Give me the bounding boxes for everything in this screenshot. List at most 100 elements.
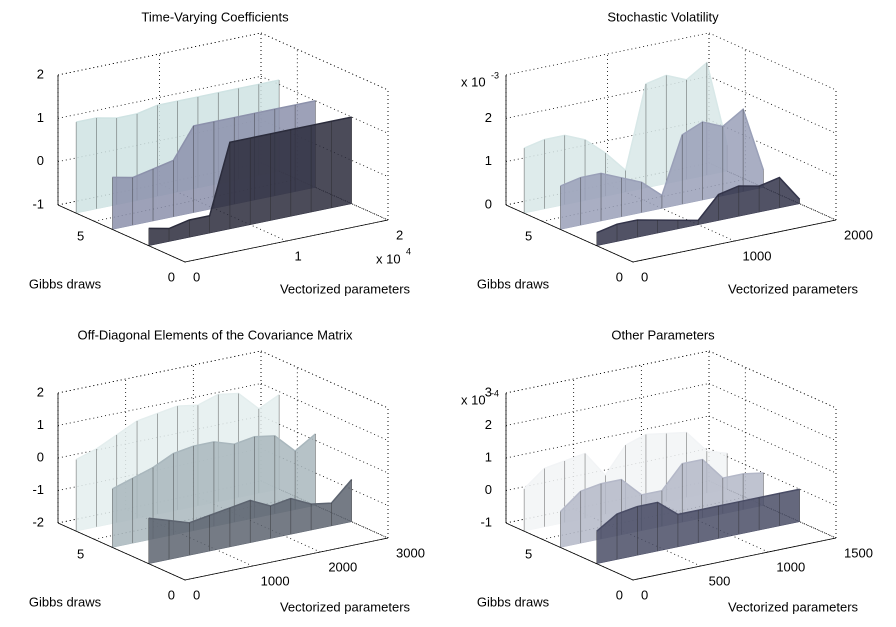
grid-line xyxy=(57,75,262,119)
x-exponent: x 10 xyxy=(376,251,401,266)
grid-line xyxy=(708,162,837,221)
z-tick-label: -1 xyxy=(480,514,492,529)
z-tick-label: 0 xyxy=(37,449,44,464)
y-axis xyxy=(505,522,634,581)
x-axis-label: Vectorized parameters xyxy=(728,281,859,296)
grid-line xyxy=(505,350,710,394)
z-tick-label: 0 xyxy=(485,196,492,211)
grid-line xyxy=(708,448,837,506)
y-axis xyxy=(57,204,186,263)
y-axis-label: Gibbs draws xyxy=(477,594,550,609)
z-tick-label: 3 xyxy=(485,384,492,399)
axis-box xyxy=(708,32,837,91)
chart-title: Time-Varying Coefficients xyxy=(141,9,289,24)
axis-box xyxy=(505,32,710,76)
z-tick-label: -1 xyxy=(32,482,44,497)
grid-line xyxy=(57,350,262,394)
grid-line xyxy=(260,350,389,409)
x-tick-label: 1500 xyxy=(844,545,873,560)
x-tick-label: 1 xyxy=(295,248,302,263)
row-baseline xyxy=(148,521,352,564)
z-tick-label: 0 xyxy=(37,153,44,168)
chart-title: Off-Diagonal Elements of the Covariance … xyxy=(77,327,353,342)
x-tick-label: 3000 xyxy=(396,545,425,560)
z-exponent: x 10 xyxy=(461,392,486,407)
grid-line xyxy=(57,383,262,426)
grid-line xyxy=(708,119,837,178)
y-tick-label: 0 xyxy=(168,587,175,602)
grid-line xyxy=(260,480,389,539)
surface-curtain xyxy=(560,109,764,230)
z-tick-label: 1 xyxy=(485,153,492,168)
x-tick-label: 2000 xyxy=(328,559,357,574)
x-axis-label: Vectorized parameters xyxy=(728,599,859,614)
z-tick-label: 2 xyxy=(485,110,492,125)
grid-line xyxy=(708,415,837,474)
z-tick-label: 2 xyxy=(37,66,44,81)
subplot: 0 1000 2000 0 5 0 1 2 Stochastic Volatility Vecto… xyxy=(461,9,873,296)
x-tick-label: 1000 xyxy=(743,248,772,263)
grid-line xyxy=(708,75,837,134)
subplot: 0 1000 2000 3000 0 5 -2 -1 0 1 2 Off-Diagonal Eleme… xyxy=(29,327,425,614)
y-tick-label: 5 xyxy=(77,229,84,244)
x-axis xyxy=(184,537,389,581)
grid-line xyxy=(708,480,837,539)
grid-line xyxy=(708,350,837,409)
z-exponent-power: -3 xyxy=(491,70,499,80)
z-tick-label: 1 xyxy=(37,110,44,125)
row-baseline xyxy=(596,203,800,246)
x-tick-label: 2000 xyxy=(844,227,873,242)
z-exponent-power: -4 xyxy=(491,388,499,398)
grid-line xyxy=(260,383,389,441)
z-tick-label: 1 xyxy=(485,449,492,464)
y-tick-label: 0 xyxy=(616,587,623,602)
y-tick-label: 0 xyxy=(616,269,623,284)
z-tick-label: 2 xyxy=(37,384,44,399)
x-tick-label: 2 xyxy=(396,227,403,242)
x-tick-label: 0 xyxy=(641,269,648,284)
y-axis-label: Gibbs draws xyxy=(29,276,102,291)
grid-line xyxy=(260,119,389,178)
x-tick-label: 1000 xyxy=(776,559,805,574)
x-axis-label: Vectorized parameters xyxy=(280,281,411,296)
x-tick-label: 0 xyxy=(193,269,200,284)
grid-line xyxy=(260,32,389,91)
z-tick-label: -2 xyxy=(32,514,44,529)
y-tick-label: 5 xyxy=(77,547,84,562)
grid-line xyxy=(708,383,837,441)
x-axis xyxy=(184,219,389,263)
row-baseline xyxy=(596,521,800,564)
x-axis xyxy=(632,537,837,581)
y-tick-label: 5 xyxy=(525,229,532,244)
grid-line xyxy=(260,162,389,221)
x-axis-label: Vectorized parameters xyxy=(280,599,411,614)
y-tick-label: 5 xyxy=(525,547,532,562)
z-tick-label: -1 xyxy=(32,196,44,211)
grid-line xyxy=(260,75,389,134)
subplot: 0 1 2 0 5 -1 0 1 2 Time-Varying Coefficients Vecto… xyxy=(29,9,411,296)
y-tick-label: 0 xyxy=(168,269,175,284)
z-tick-label: 0 xyxy=(485,482,492,497)
grid-line xyxy=(57,32,262,76)
z-exponent: x 10 xyxy=(461,74,486,89)
grid-line xyxy=(505,383,710,426)
x-axis xyxy=(632,219,837,263)
chart-title: Other Parameters xyxy=(611,327,715,342)
z-tick-label: 1 xyxy=(37,417,44,432)
grid-line xyxy=(505,415,710,459)
grid-line xyxy=(260,415,389,474)
x-tick-label: 0 xyxy=(641,587,648,602)
z-tick-label: 2 xyxy=(485,417,492,432)
y-axis-label: Gibbs draws xyxy=(29,594,102,609)
x-exponent-power: 4 xyxy=(406,246,411,256)
x-tick-label: 0 xyxy=(193,587,200,602)
x-tick-label: 500 xyxy=(709,573,731,588)
y-axis xyxy=(57,522,186,581)
x-tick-label: 1000 xyxy=(261,573,290,588)
y-axis-label: Gibbs draws xyxy=(477,276,550,291)
chart-title: Stochastic Volatility xyxy=(607,9,719,24)
row-baseline xyxy=(148,203,352,246)
subplot: 0 500 1000 1500 0 5 -1 0 1 2 3 Other Parameters Vect… xyxy=(461,327,873,614)
grid-line xyxy=(260,448,389,506)
